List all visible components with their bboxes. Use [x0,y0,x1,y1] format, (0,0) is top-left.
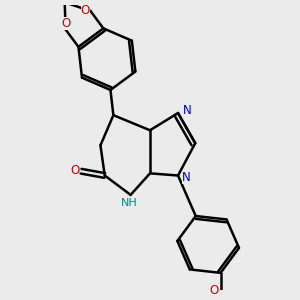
Text: N: N [182,171,191,184]
Text: NH: NH [121,198,138,208]
Text: O: O [81,4,90,17]
Text: O: O [71,164,80,177]
Text: N: N [183,104,192,117]
Text: O: O [61,17,70,30]
Text: O: O [209,284,219,298]
